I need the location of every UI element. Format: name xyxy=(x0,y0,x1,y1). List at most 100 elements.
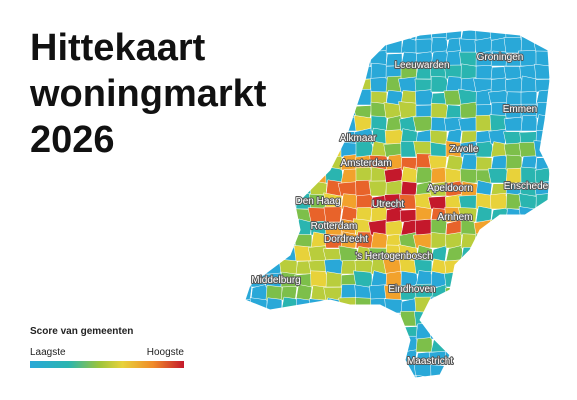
municipality xyxy=(264,116,283,132)
municipality xyxy=(250,362,268,378)
municipality xyxy=(475,245,494,262)
municipality xyxy=(250,313,268,327)
municipality xyxy=(340,89,358,106)
municipality xyxy=(520,311,539,327)
municipality xyxy=(490,336,508,353)
municipality xyxy=(353,270,373,288)
municipality xyxy=(412,115,433,132)
city-label: Amsterdam xyxy=(340,158,391,169)
municipality xyxy=(444,375,463,378)
municipality xyxy=(430,37,448,54)
municipality xyxy=(367,348,388,366)
municipality xyxy=(369,363,390,378)
municipality xyxy=(520,232,540,249)
municipality xyxy=(520,75,538,93)
municipality xyxy=(370,62,388,80)
municipality xyxy=(520,90,538,106)
municipality xyxy=(505,258,523,275)
municipality xyxy=(250,166,268,184)
municipality xyxy=(265,309,283,327)
municipality xyxy=(415,38,433,54)
municipality xyxy=(551,258,569,274)
municipality xyxy=(310,89,328,106)
municipality xyxy=(339,375,358,378)
municipality xyxy=(520,336,538,353)
municipality xyxy=(295,52,314,67)
municipality xyxy=(340,309,358,327)
municipality xyxy=(310,348,329,366)
municipality xyxy=(520,297,538,314)
municipality xyxy=(400,181,418,197)
municipality xyxy=(475,205,493,223)
municipality xyxy=(308,156,328,171)
municipality xyxy=(278,350,298,366)
municipality xyxy=(367,310,389,327)
municipality xyxy=(245,232,253,249)
municipality xyxy=(551,91,567,105)
municipality xyxy=(278,114,299,132)
municipality xyxy=(475,322,493,340)
municipality xyxy=(280,50,298,67)
municipality xyxy=(250,246,268,262)
municipality xyxy=(245,245,255,262)
municipality xyxy=(265,140,283,158)
municipality xyxy=(340,63,358,80)
municipality xyxy=(535,270,550,288)
municipality xyxy=(460,63,478,80)
municipality xyxy=(310,114,328,132)
municipality xyxy=(384,335,403,353)
municipality xyxy=(415,166,433,184)
municipality xyxy=(248,129,268,145)
municipality xyxy=(458,337,478,353)
municipality xyxy=(340,322,358,340)
city-label: Arnhem xyxy=(437,212,472,223)
municipality xyxy=(340,37,360,54)
municipality xyxy=(385,179,403,197)
title-line: woningmarkt xyxy=(29,73,267,115)
municipality xyxy=(324,117,343,132)
municipality xyxy=(532,36,550,54)
municipality xyxy=(505,310,523,327)
municipality xyxy=(245,50,253,67)
municipality xyxy=(428,324,448,340)
municipality xyxy=(280,374,298,378)
municipality xyxy=(265,38,283,54)
municipality xyxy=(490,219,508,236)
municipality xyxy=(535,222,550,236)
municipality xyxy=(430,232,448,249)
municipality xyxy=(295,65,314,80)
municipality xyxy=(245,336,253,353)
legend-gradient xyxy=(30,361,184,368)
municipality xyxy=(505,233,524,249)
municipality xyxy=(279,63,298,80)
municipality xyxy=(551,337,568,352)
municipality xyxy=(458,116,478,132)
municipality xyxy=(277,127,298,145)
municipality xyxy=(459,322,478,340)
city-label: Utrecht xyxy=(372,199,404,210)
municipality xyxy=(280,30,298,41)
municipality xyxy=(445,335,463,353)
municipality xyxy=(354,376,374,378)
municipality xyxy=(458,364,478,378)
municipality xyxy=(265,30,284,41)
municipality xyxy=(280,219,298,236)
municipality xyxy=(245,259,253,275)
municipality xyxy=(430,142,449,158)
municipality xyxy=(444,296,464,314)
municipality xyxy=(278,154,298,171)
municipality xyxy=(310,63,328,80)
municipality xyxy=(245,127,253,145)
municipality xyxy=(490,259,508,275)
municipality xyxy=(490,297,509,314)
municipality xyxy=(551,144,567,157)
municipality xyxy=(400,166,418,184)
legend-title: Score van gemeenten xyxy=(30,326,133,337)
municipality xyxy=(534,166,550,184)
municipality xyxy=(488,310,508,327)
municipality xyxy=(472,313,493,327)
municipality xyxy=(551,285,567,300)
municipality xyxy=(551,117,567,131)
municipality xyxy=(548,375,550,378)
municipality xyxy=(355,89,374,106)
